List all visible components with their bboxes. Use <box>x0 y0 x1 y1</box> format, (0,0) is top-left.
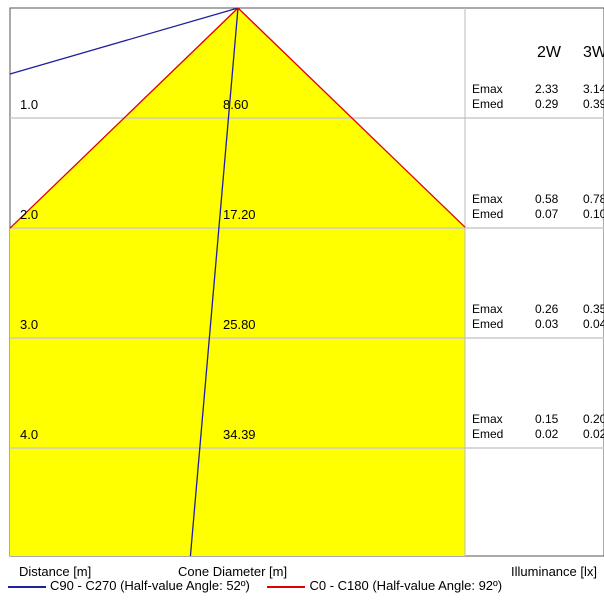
c0-c180-left-line <box>9 7 239 229</box>
emed-label: Emed <box>472 97 503 111</box>
diameter-label: 17.20 <box>223 207 256 222</box>
c0-c180-right-line <box>237 7 466 228</box>
distance-label: 2.0 <box>20 207 38 222</box>
emed-label: Emed <box>472 317 503 331</box>
diameter-label: 25.80 <box>223 317 256 332</box>
power-header-3w: 3W <box>583 44 604 61</box>
diameter-label: 8.60 <box>223 97 248 112</box>
emax-2w-value: 0.58 <box>535 192 559 206</box>
emed-3w-value: 0.04 <box>583 317 604 331</box>
emed-3w-value: 0.39 <box>583 97 604 111</box>
c90-c270-left-line <box>189 7 239 557</box>
power-header-2w: 2W <box>537 44 562 61</box>
emax-3w-value: 0.78 <box>583 192 604 206</box>
emax-label: Emax <box>472 412 503 426</box>
emax-2w-value: 2.33 <box>535 82 559 96</box>
emax-label: Emax <box>472 302 503 316</box>
distance-label: 1.0 <box>20 97 38 112</box>
cone-diameter-axis-label: Cone Diameter [m] <box>178 564 288 579</box>
emed-2w-value: 0.29 <box>535 97 559 111</box>
chart-labels: 2W 3W 1.0 8.60 Emax 2.33 3.14 Emed 0.29 0.39 2.0 17… <box>20 44 604 442</box>
emax-3w-value: 3.14 <box>583 82 604 96</box>
legend-swatch-c90 <box>8 585 46 588</box>
emax-3w-value: 0.20 <box>583 412 604 426</box>
grid-lines <box>10 117 604 449</box>
emax-label: Emax <box>472 192 503 206</box>
emax-2w-value: 0.26 <box>535 302 559 316</box>
emax-2w-value: 0.15 <box>535 412 559 426</box>
emed-2w-value: 0.02 <box>535 427 559 441</box>
distance-label: 4.0 <box>20 427 38 442</box>
emed-2w-value: 0.03 <box>535 317 559 331</box>
emed-label: Emed <box>472 207 503 221</box>
emax-3w-value: 0.35 <box>583 302 604 316</box>
legend: C90 - C270 (Half-value Angle: 52º) C0 - … <box>0 578 502 593</box>
emed-3w-value: 0.10 <box>583 207 604 221</box>
emax-label: Emax <box>472 82 503 96</box>
legend-label-c0: C0 - C180 (Half-value Angle: 92º) <box>309 578 503 593</box>
emed-2w-value: 0.07 <box>535 207 559 221</box>
emed-3w-value: 0.02 <box>583 427 604 441</box>
distance-axis-label: Distance [m] <box>19 564 92 579</box>
distance-label: 3.0 <box>20 317 38 332</box>
emed-label: Emed <box>472 427 503 441</box>
c90-c270-right-line <box>9 7 239 75</box>
diameter-label: 34.39 <box>223 427 256 442</box>
cone-area <box>10 8 465 556</box>
illuminance-label: Illuminance [lx] <box>511 564 597 579</box>
legend-swatch-c0 <box>267 585 306 588</box>
legend-label-c90: C90 - C270 (Half-value Angle: 52º) <box>50 578 250 593</box>
